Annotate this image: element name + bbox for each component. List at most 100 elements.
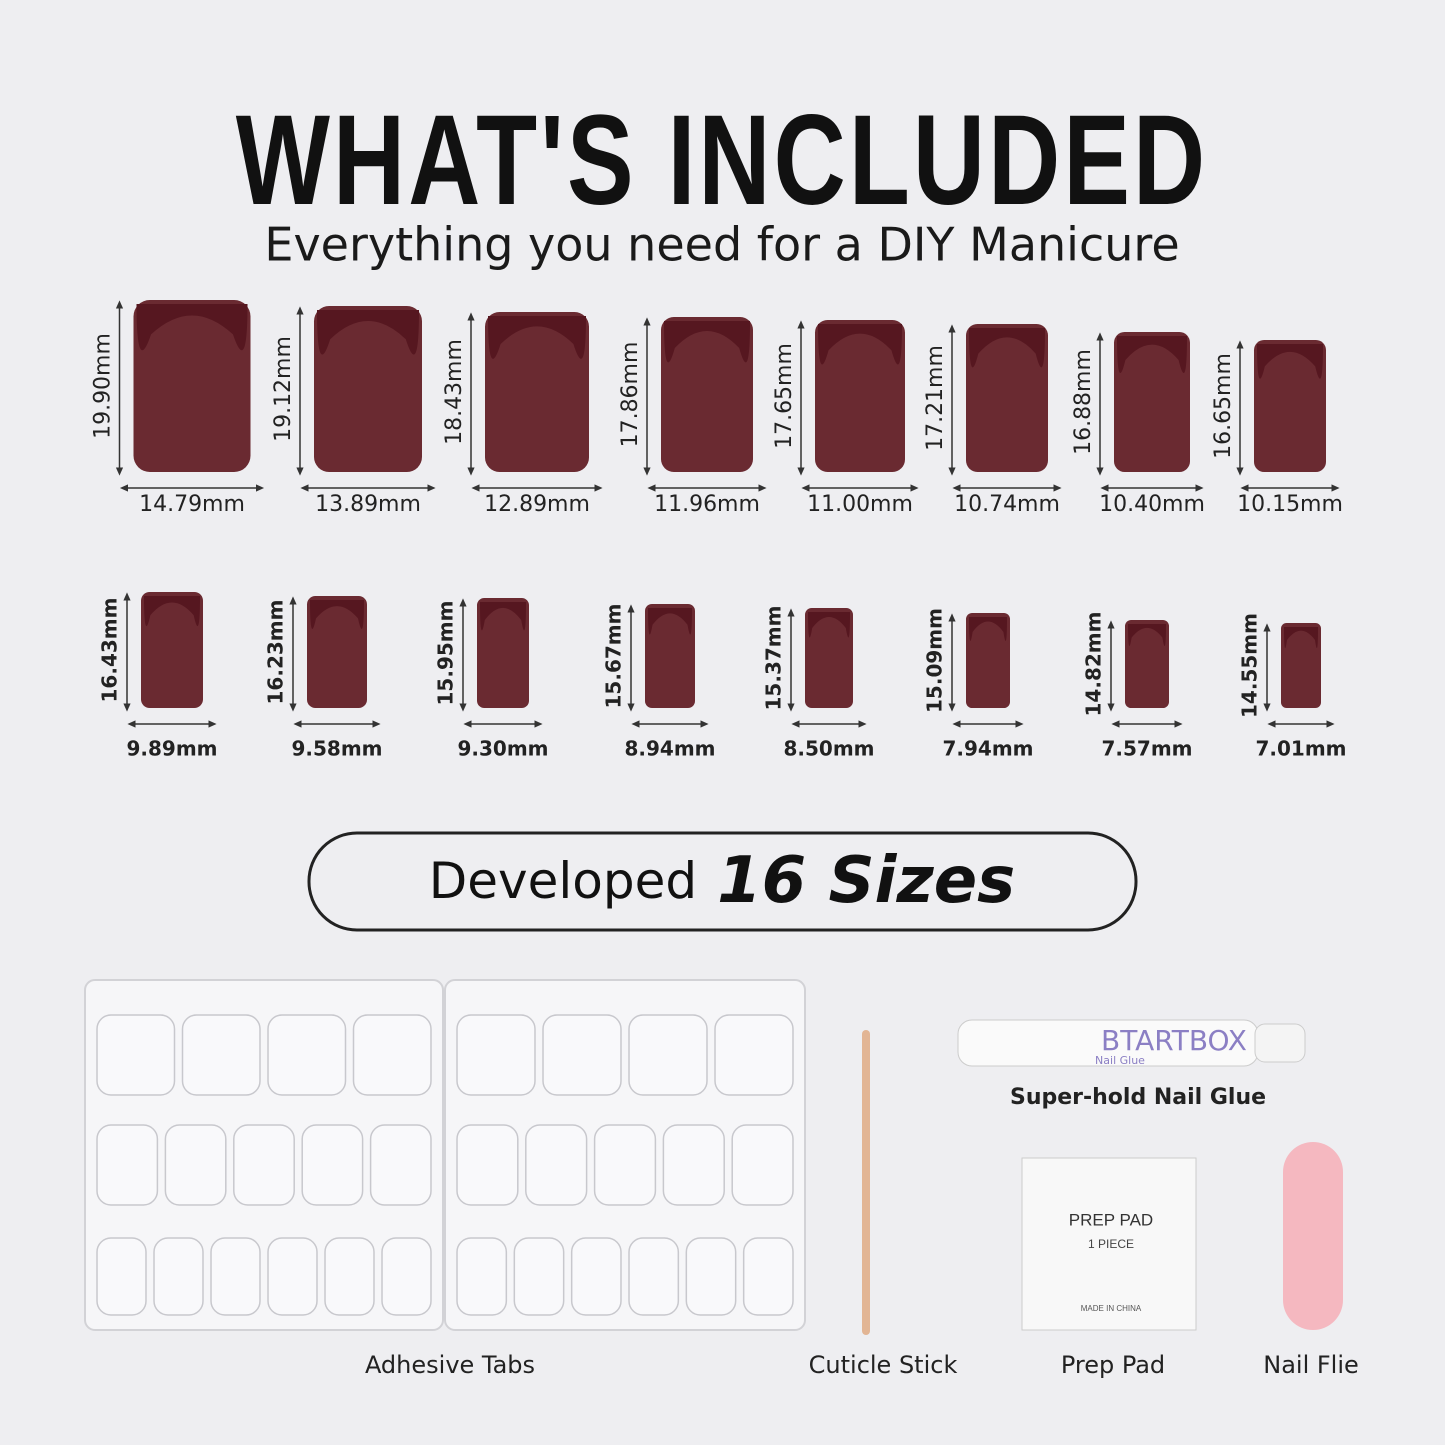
nail: [485, 312, 589, 472]
item-label: Prep Pad: [1061, 1351, 1165, 1379]
width-label: 9.89mm: [126, 737, 217, 761]
prep-pad-title: PREP PAD: [1069, 1210, 1153, 1229]
glue-cap: [1254, 1023, 1306, 1063]
nail-tip: [808, 612, 850, 638]
nail-tip: [480, 602, 526, 631]
nail-tip: [648, 608, 692, 635]
width-label: 9.58mm: [291, 737, 382, 761]
nail: [645, 604, 695, 708]
nail-tip: [969, 328, 1045, 368]
width-label: 11.96mm: [654, 492, 760, 517]
height-label: 18.43mm: [442, 339, 467, 445]
nail-sizes: 19.90mm 14.79mm 19.12mm 13.89mm 18.43mm 12.89…: [91, 300, 1347, 761]
tab: [685, 1237, 737, 1316]
height-label: 15.67mm: [602, 604, 626, 709]
nail: [1281, 623, 1321, 708]
nail: [141, 592, 203, 708]
item-label: Nail Flie: [1263, 1351, 1359, 1379]
tab: [301, 1124, 364, 1206]
height-label: 15.09mm: [923, 608, 947, 713]
nail-tip: [664, 321, 750, 363]
height-label: 15.95mm: [434, 601, 458, 706]
nail-tip: [818, 324, 902, 365]
width-label: 8.94mm: [624, 737, 715, 761]
nail: [966, 613, 1010, 708]
tab: [96, 1237, 147, 1316]
tab: [456, 1014, 536, 1096]
width-label: 7.01mm: [1255, 737, 1346, 761]
tab: [742, 1237, 794, 1316]
height-label: 16.23mm: [264, 600, 288, 705]
width-label: 10.40mm: [1099, 492, 1205, 517]
nail-tip: [1117, 336, 1187, 374]
tab: [96, 1124, 159, 1206]
tab: [153, 1237, 204, 1316]
nail: [477, 598, 529, 708]
nail: [307, 596, 367, 708]
height-label: 17.21mm: [923, 345, 948, 451]
tab: [628, 1014, 708, 1096]
item-label: Adhesive Tabs: [365, 1351, 535, 1379]
glue-label: Super-hold Nail Glue: [1010, 1085, 1266, 1110]
height-label: 14.55mm: [1238, 613, 1262, 718]
tab: [324, 1237, 375, 1316]
nail-tip: [310, 600, 364, 629]
width-label: 7.94mm: [942, 737, 1033, 761]
nail: [1254, 340, 1326, 472]
tab: [542, 1014, 622, 1096]
item-label: Cuticle Stick: [809, 1351, 958, 1379]
tab: [714, 1014, 794, 1096]
nail: [133, 300, 251, 472]
height-label: 17.65mm: [772, 343, 797, 449]
glue-product: Nail Glue: [1095, 1054, 1145, 1067]
cuticle-stick: [862, 1030, 870, 1335]
width-label: 12.89mm: [484, 492, 590, 517]
banner-highlight: 16 Sizes: [717, 844, 1015, 918]
nail-file: [1283, 1142, 1343, 1330]
width-label: 14.79mm: [139, 492, 245, 517]
tab: [456, 1124, 519, 1206]
tab: [570, 1237, 622, 1316]
height-label: 16.43mm: [98, 598, 122, 703]
tab: [381, 1237, 432, 1316]
banner-text: Developed 16 Sizes: [429, 844, 1015, 918]
width-label: 9.30mm: [457, 737, 548, 761]
nail: [815, 320, 905, 472]
tab: [513, 1237, 565, 1316]
adhesive-tabs: [84, 979, 806, 1331]
nail-tip: [317, 310, 419, 355]
nail-tip: [1284, 627, 1318, 649]
tab: [662, 1124, 725, 1206]
height-label: 16.88mm: [1071, 349, 1096, 455]
height-label: 15.37mm: [762, 606, 786, 711]
banner: [307, 831, 1138, 932]
width-label: 10.15mm: [1237, 492, 1343, 517]
tab: [233, 1124, 295, 1206]
tab: [210, 1237, 261, 1316]
banner-prefix: Developed: [429, 852, 697, 910]
prep-pad-origin: MADE IN CHINA: [1081, 1304, 1142, 1313]
tab: [164, 1124, 227, 1206]
nail: [661, 317, 753, 472]
tab: [628, 1237, 680, 1316]
prep-pad: [1021, 1157, 1197, 1331]
nail: [314, 306, 422, 472]
nail-tip: [144, 596, 200, 627]
width-label: 7.57mm: [1101, 737, 1192, 761]
width-label: 10.74mm: [954, 492, 1060, 517]
nail: [805, 608, 853, 708]
tab: [456, 1237, 508, 1316]
tab: [96, 1014, 176, 1096]
tab: [267, 1014, 347, 1096]
width-label: 8.50mm: [783, 737, 874, 761]
tab: [267, 1237, 318, 1316]
subtitle: Everything you need for a DIY Manicure: [264, 218, 1179, 272]
nail-tip: [1257, 344, 1323, 379]
height-label: 19.90mm: [91, 333, 116, 439]
nail: [1114, 332, 1190, 472]
nail-tip: [1128, 624, 1166, 647]
height-label: 17.86mm: [618, 342, 643, 448]
glue-brand: BTARTBOX: [1101, 1024, 1247, 1057]
title: WHAT'S INCLUDED: [236, 89, 1209, 232]
